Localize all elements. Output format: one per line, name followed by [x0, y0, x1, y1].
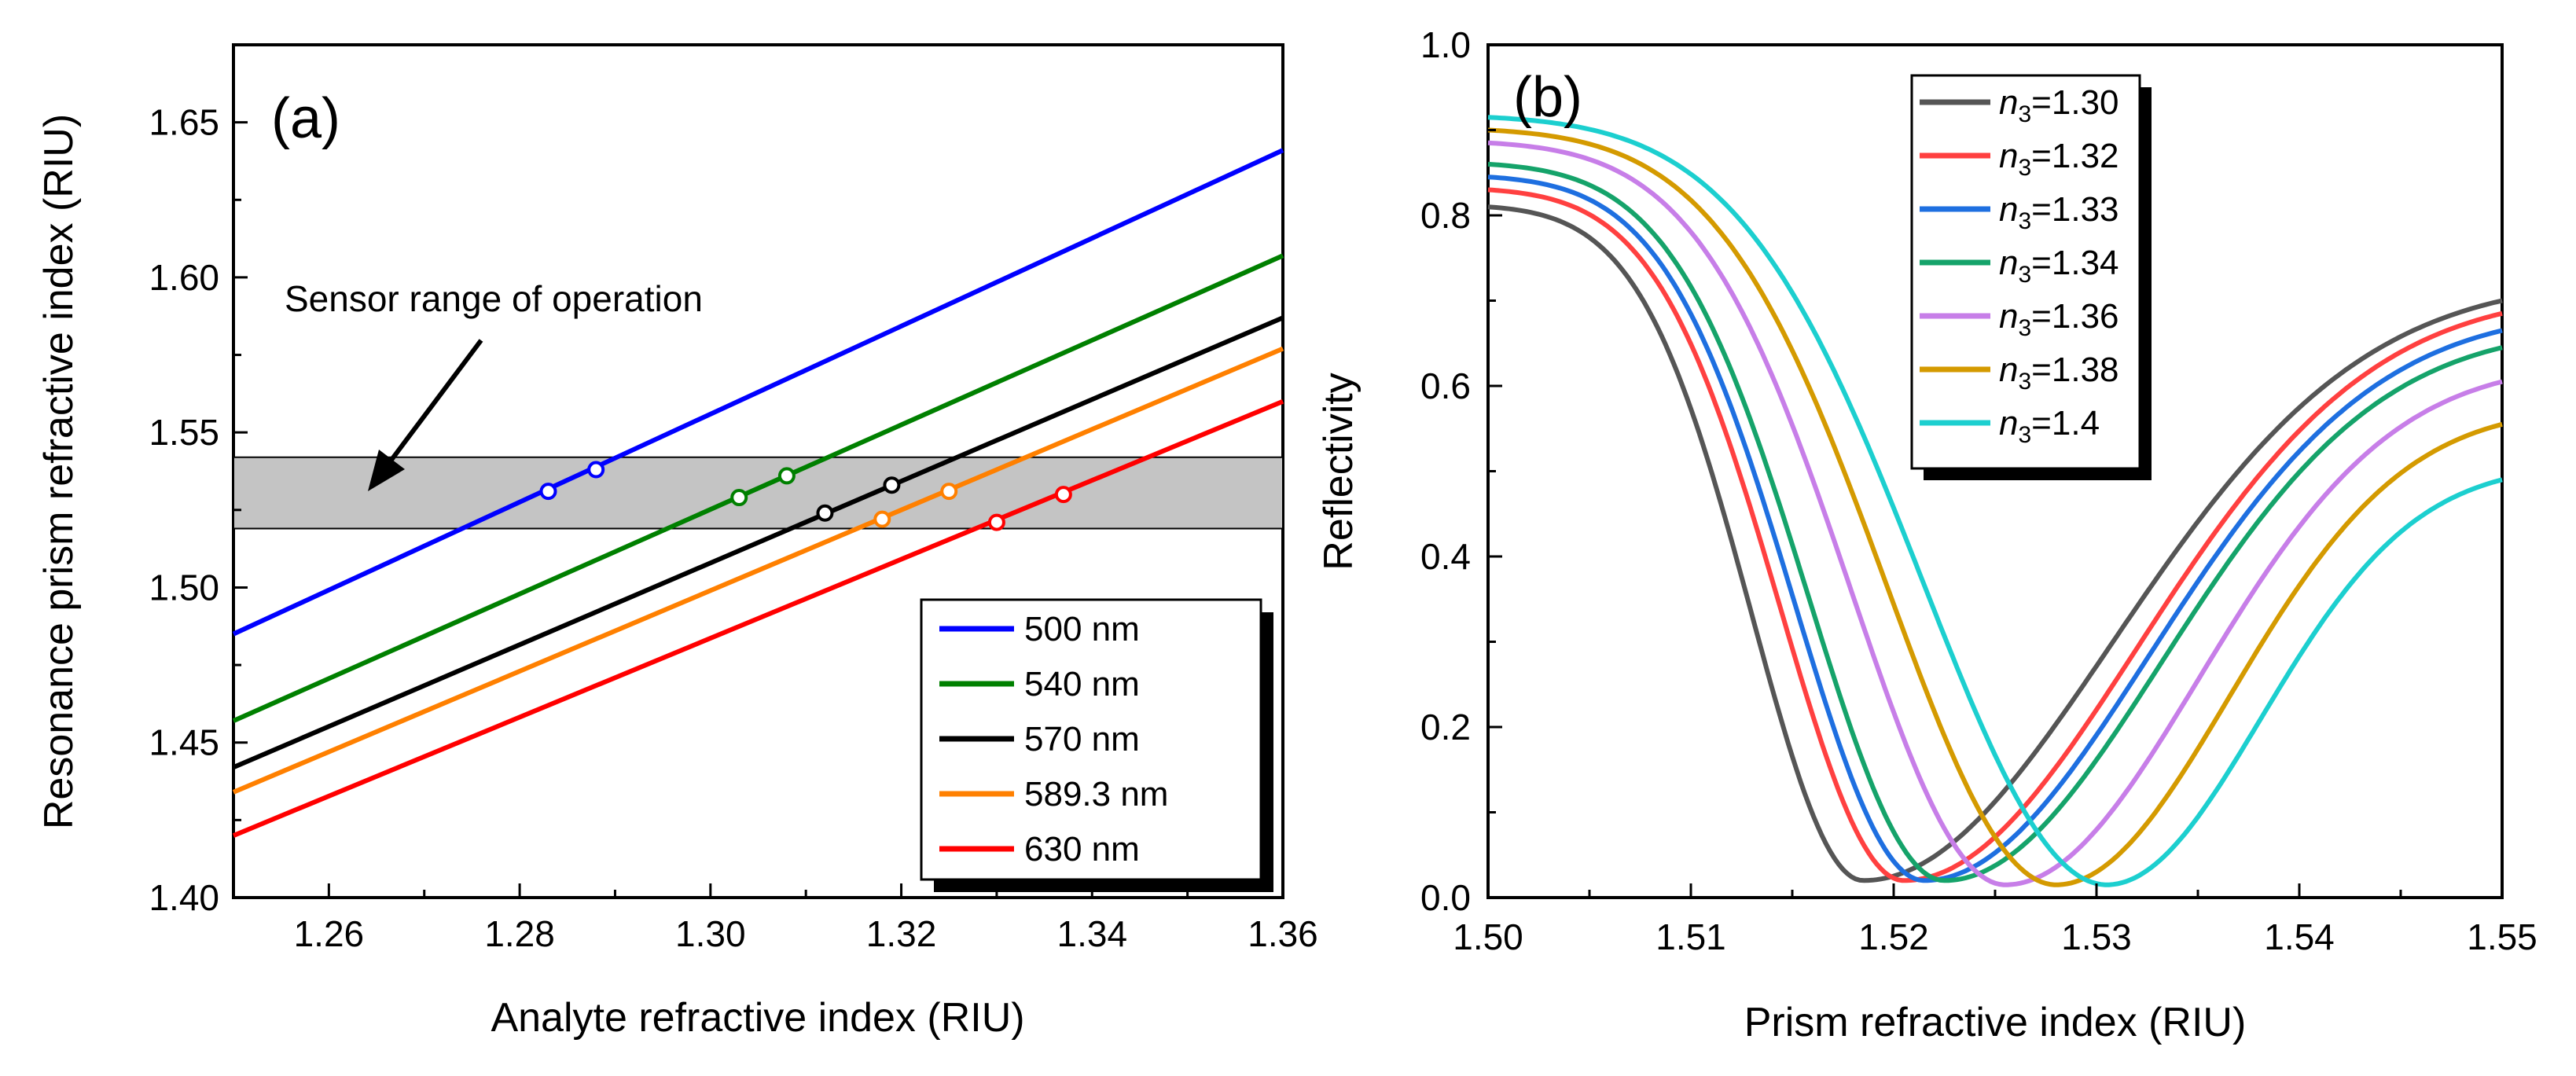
- legend-label: n3=1.30: [1999, 83, 2119, 127]
- panel-b-x-ticks: 1.50 1.51 1.52 1.53 1.54 1.55: [1453, 883, 2537, 957]
- y-tick-label: 1.55: [149, 412, 219, 453]
- series-marker-0-0: [539, 483, 557, 501]
- legend-label: 540 nm: [1024, 665, 1140, 703]
- reflectivity-curve-2: [1487, 174, 2503, 883]
- x-tick-label: 1.51: [1655, 916, 1726, 957]
- panel-b-legend: n3=1.30 n3=1.32 n3=1.33 n3=1.34 n3=1.36 n3=1.…: [1910, 74, 2152, 480]
- reflectivity-curve-4: [1487, 140, 2503, 887]
- legend-label: n3=1.4: [1999, 404, 2100, 448]
- panel-b-y-axis-label: Reflectivity: [1316, 373, 1361, 570]
- y-tick-label: 0.8: [1420, 195, 1471, 236]
- x-tick-label: 1.26: [294, 913, 365, 954]
- panel-a-label: (a): [271, 87, 340, 150]
- series-line-0: [232, 148, 1284, 637]
- x-tick-label: 1.32: [866, 913, 937, 954]
- y-tick-label: 0.4: [1420, 536, 1471, 577]
- y-tick-label: 1.45: [149, 722, 219, 763]
- reflectivity-curve-3: [1487, 161, 2503, 883]
- panel-b: 1.50 1.51 1.52 1.53 1.54 1.55 0.0 0.2 0.4 0.6 0.8…: [1316, 24, 2537, 1045]
- series-marker-2-1: [883, 476, 901, 494]
- x-tick-label: 1.54: [2264, 916, 2335, 957]
- series-marker-4-0: [987, 513, 1005, 531]
- legend-label: 589.3 nm: [1024, 775, 1168, 813]
- y-tick-label: 0.6: [1420, 365, 1471, 406]
- x-tick-label: 1.28: [484, 913, 555, 954]
- panel-a-y-ticks: 1.40 1.45 1.50 1.55 1.60 1.65: [149, 102, 248, 918]
- series-line-4: [232, 398, 1284, 838]
- x-tick-label: 1.53: [2061, 916, 2132, 957]
- panel-b-label: (b): [1513, 66, 1582, 129]
- x-tick-label: 1.36: [1248, 913, 1318, 954]
- legend-label: n3=1.36: [1999, 297, 2119, 341]
- legend-label: 570 nm: [1024, 720, 1140, 758]
- x-tick-label: 1.30: [675, 913, 746, 954]
- series-line-2: [232, 315, 1284, 770]
- panel-a-y-axis-label: Resonance prism refractive index (RIU): [36, 114, 82, 829]
- y-tick-label: 1.60: [149, 257, 219, 298]
- y-tick-label: 1.40: [149, 877, 219, 918]
- panel-b-y-ticks: 0.0 0.2 0.4 0.6 0.8 1.0: [1420, 24, 1502, 918]
- series-line-1: [232, 253, 1284, 723]
- x-tick-label: 1.52: [1858, 916, 1929, 957]
- y-tick-label: 0.2: [1420, 707, 1471, 747]
- legend-label: 500 nm: [1024, 610, 1140, 648]
- panel-a-x-axis-label: Analyte refractive index (RIU): [491, 995, 1024, 1041]
- sensor-range-rect: [233, 456, 1284, 530]
- series-marker-4-1: [1054, 486, 1072, 504]
- series-marker-0-1: [587, 461, 605, 479]
- panel-a-markers: [539, 461, 1072, 531]
- series-marker-1-1: [777, 467, 796, 485]
- y-tick-label: 0.0: [1420, 877, 1471, 918]
- panel-a-x-ticks: 1.26 1.28 1.30 1.32 1.34 1.36: [232, 883, 1318, 954]
- legend-label: n3=1.32: [1999, 137, 2119, 181]
- x-tick-label: 1.55: [2467, 916, 2537, 957]
- panel-a-legend: 500 nm 540 nm 570 nm 589.3 nm 630 nm: [920, 598, 1273, 892]
- legend-label: n3=1.33: [1999, 190, 2119, 234]
- legend-label: 630 nm: [1024, 830, 1140, 869]
- series-line-3: [232, 346, 1284, 795]
- reflectivity-curve-0: [1487, 204, 2503, 883]
- series-marker-3-0: [873, 510, 891, 528]
- sensor-range-annotation: Sensor range of operation: [285, 278, 703, 319]
- series-marker-3-1: [940, 483, 958, 501]
- reflectivity-curve-5: [1487, 127, 2503, 887]
- panel-a: 1.26 1.28 1.30 1.32 1.34 1.36 1.40 1.45 1.50 1.5…: [36, 43, 1318, 1041]
- y-tick-label: 1.65: [149, 102, 219, 143]
- sensor-range-band: [233, 456, 1284, 530]
- x-tick-label: 1.34: [1057, 913, 1128, 954]
- legend-label: n3=1.38: [1999, 351, 2119, 395]
- panel-b-series: [1487, 115, 2503, 887]
- y-tick-label: 1.0: [1420, 24, 1471, 65]
- panel-a-series: [232, 148, 1284, 838]
- legend-label: n3=1.34: [1999, 244, 2119, 288]
- y-tick-label: 1.50: [149, 567, 219, 608]
- series-marker-1-0: [730, 489, 748, 507]
- reflectivity-curve-6: [1487, 115, 2503, 887]
- sensor-range-arrow: [368, 339, 483, 491]
- legend-box: [1910, 74, 2141, 470]
- panel-b-x-axis-label: Prism refractive index (RIU): [1744, 1000, 2247, 1045]
- series-marker-2-0: [816, 504, 834, 522]
- x-tick-label: 1.50: [1453, 916, 1523, 957]
